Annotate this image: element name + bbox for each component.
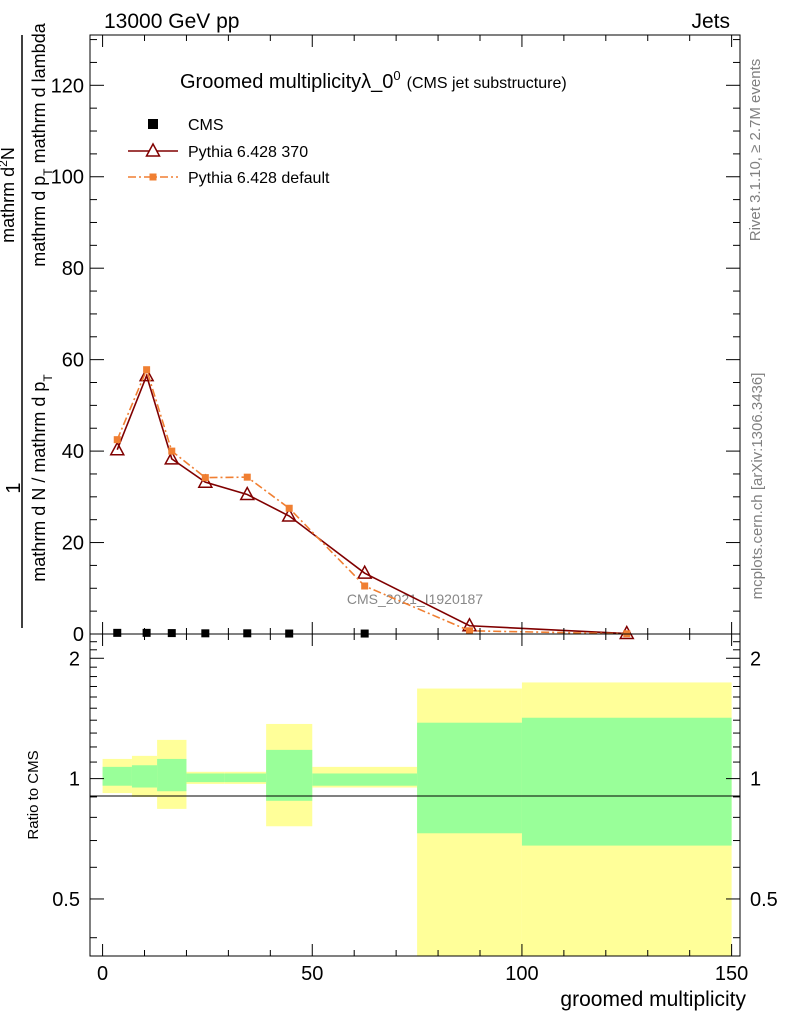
legend-marker-pythia370 — [145, 142, 161, 157]
ratio-band-green-2 — [157, 758, 187, 792]
ratio-band-green-1 — [131, 765, 158, 788]
ratio-band-green-0 — [102, 766, 132, 786]
y-tick-label-6: 120 — [51, 75, 84, 97]
pythia370-point-5 — [281, 507, 297, 522]
ratio-band-green-7 — [417, 722, 522, 834]
y-tick-label-5: 100 — [51, 167, 84, 189]
pythia-default-point-5 — [285, 504, 293, 512]
pythia-default-point-2 — [168, 447, 176, 455]
y-axis-label-denominator-lower: mathrm d N / mathrm d pT — [29, 374, 55, 582]
pythia-default-point-6 — [361, 582, 369, 590]
rivet-label: Rivet 3.1.10, ≥ 2.7M events — [747, 59, 764, 242]
ratio-y-tick-label-left-1: 1 — [69, 769, 80, 791]
series-line-1 — [116, 373, 627, 635]
y-axis-label: 1 mathrm d2N mathrm d pT mathrm d lambda… — [0, 22, 55, 628]
ratio-y-tick-label-left-2: 2 — [69, 648, 80, 670]
pythia-default-point-4 — [243, 473, 251, 481]
pythia370-point-1 — [138, 367, 155, 382]
x-tick-label-0: 0 — [97, 963, 108, 985]
pythia-default-point-1 — [143, 366, 151, 374]
legend-label-2: Pythia 6.428 default — [188, 170, 330, 187]
series-0 — [113, 628, 369, 638]
axes: 0 50 100 150 0 20 40 60 80 100 120 0.5 0.5 1 1 2 2 — [51, 34, 778, 985]
cms-point-2 — [167, 629, 176, 638]
ratio-y-tick-label-right-1: 1 — [750, 769, 761, 791]
pythia370-point-2 — [164, 450, 180, 465]
ratio-y-tick-label-left-0: 0.5 — [52, 889, 80, 911]
y-tick-label-4: 80 — [62, 258, 84, 280]
y-axis-label-denominator-upper: mathrm d pT mathrm d lambda — [29, 22, 55, 266]
legend-label-0: CMS — [188, 117, 224, 134]
y-axis-label-numerator: mathrm d2N — [0, 147, 18, 243]
ratio-band-green-5 — [266, 749, 313, 801]
cms-point-0 — [113, 628, 122, 637]
ratio-plot-frame — [89, 633, 741, 957]
ratio-band-green-group — [102, 717, 732, 846]
legend-marker-cms — [148, 119, 158, 129]
ratio-band-green-3 — [186, 773, 225, 783]
cms-point-3 — [201, 629, 210, 638]
x-tick-label-1: 50 — [301, 963, 323, 985]
pythia370-point-4 — [239, 485, 256, 501]
y-tick-label-0: 0 — [73, 624, 84, 646]
pythia-default-point-3 — [201, 474, 209, 482]
pythia370-point-0 — [109, 441, 126, 456]
y-tick-label-3: 60 — [62, 350, 84, 372]
ratio-band-green-8 — [521, 717, 732, 846]
category-label: Jets — [691, 10, 730, 33]
legend-label-1: Pythia 6.428 370 — [188, 144, 308, 161]
legend: CMS Pythia 6.428 370 Pythia 6.428 default — [128, 117, 330, 187]
ratio-band-green-6 — [312, 773, 418, 786]
cms-point-1 — [142, 628, 151, 637]
y-tick-label-2: 40 — [62, 441, 84, 463]
x-tick-label-2: 100 — [505, 963, 538, 985]
pythia370-point-3 — [197, 473, 214, 488]
ratio-y-tick-label-right-2: 2 — [750, 648, 761, 670]
mcplots-label: mcplots.cern.ch [arXiv:1306.3436] — [749, 373, 766, 600]
ratio-y-tick-label-right-0: 0.5 — [750, 889, 778, 911]
pythia370-point-6 — [356, 564, 373, 579]
y-tick-label-1: 20 — [62, 533, 84, 555]
energy-label: 13000 GeV pp — [104, 10, 239, 33]
cms-point-4 — [243, 629, 252, 638]
ratio-y-axis-label: Ratio to CMS — [25, 750, 42, 839]
pythia-default-point-7 — [466, 627, 474, 635]
ratio-band-green-4 — [224, 773, 267, 783]
chart-title: Groomed multiplicityλ_00 (CMS jet substru… — [180, 68, 567, 93]
x-tick-label-3: 150 — [715, 963, 748, 985]
y-axis-label-prefix: 1 — [3, 482, 25, 493]
x-axis-label: groomed multiplicity — [560, 988, 746, 1011]
pythia-default-point-0 — [113, 436, 121, 444]
legend-marker-pythia-default — [149, 173, 157, 181]
